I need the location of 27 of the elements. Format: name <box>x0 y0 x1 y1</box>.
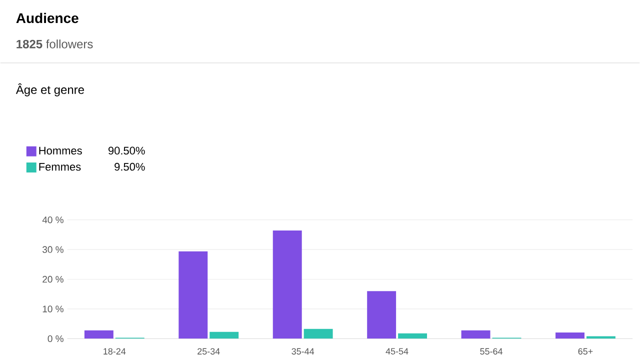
bar <box>304 328 333 339</box>
bar <box>556 332 584 339</box>
bar <box>178 251 208 339</box>
legend-label: Femmes <box>39 163 81 171</box>
x-tick-label: 25-34 <box>198 348 220 355</box>
x-tick-label: 55-64 <box>480 348 502 355</box>
bar <box>210 332 239 339</box>
x-tick-label: 65+ <box>578 348 593 355</box>
legend-label: Hommes <box>39 146 82 155</box>
legend-title: Âge et genre <box>16 83 84 96</box>
y-tick-label: 30 % <box>42 246 64 253</box>
x-tick-label: 45-54 <box>386 348 408 355</box>
bar <box>84 330 114 339</box>
y-tick-label: 20 % <box>42 276 64 283</box>
y-tick-label: 0 % <box>48 335 64 342</box>
y-tick-label: 40 % <box>42 216 64 224</box>
y-tick-label: 10 % <box>42 306 64 312</box>
x-tick-label: 35-44 <box>292 348 314 355</box>
bar <box>367 291 396 339</box>
text: 9.50% <box>114 162 145 171</box>
x-tick-label: 18-24 <box>104 348 126 355</box>
text: 90.50% <box>108 146 145 155</box>
bar <box>461 330 490 339</box>
bar <box>398 333 428 339</box>
chart-subtitle: 1825 followers <box>16 40 93 48</box>
bar <box>272 230 302 339</box>
chart-title: Audience <box>16 12 78 24</box>
